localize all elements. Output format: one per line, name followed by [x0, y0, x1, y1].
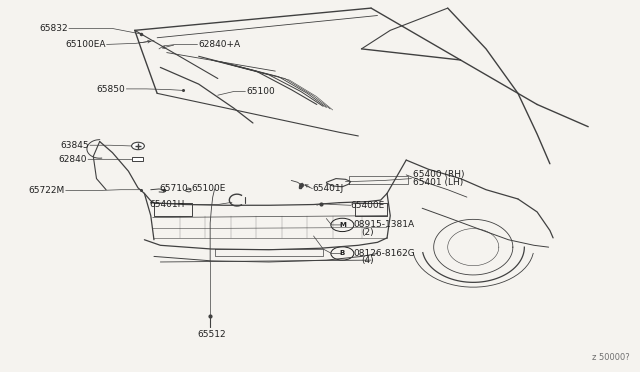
FancyBboxPatch shape — [132, 157, 143, 161]
Text: B: B — [340, 250, 345, 256]
Text: 65400E: 65400E — [351, 201, 385, 210]
Text: 65401J: 65401J — [312, 185, 344, 193]
Text: 08126-8162G: 08126-8162G — [354, 249, 415, 258]
Text: 65850: 65850 — [97, 85, 125, 94]
Text: 65722M: 65722M — [28, 186, 65, 195]
Text: 65512: 65512 — [197, 330, 226, 339]
Text: M: M — [339, 222, 346, 228]
Text: 62840+A: 62840+A — [198, 40, 241, 49]
Text: 65100EA: 65100EA — [65, 40, 106, 49]
Text: 62840: 62840 — [58, 155, 87, 164]
Text: (4): (4) — [362, 256, 374, 265]
Text: 65832: 65832 — [39, 24, 68, 33]
Text: 65100: 65100 — [246, 87, 275, 96]
Circle shape — [132, 142, 145, 150]
Text: 63845: 63845 — [60, 141, 89, 150]
Text: 65401 (LH): 65401 (LH) — [413, 178, 463, 187]
Text: (2): (2) — [362, 228, 374, 237]
Text: 65710: 65710 — [159, 185, 188, 193]
Text: 65100E: 65100E — [191, 185, 225, 193]
Text: 08915-1381A: 08915-1381A — [354, 221, 415, 230]
Text: z 50000?: z 50000? — [592, 353, 630, 362]
Text: 65400 (RH): 65400 (RH) — [413, 170, 464, 179]
Text: 65401H: 65401H — [149, 200, 184, 209]
